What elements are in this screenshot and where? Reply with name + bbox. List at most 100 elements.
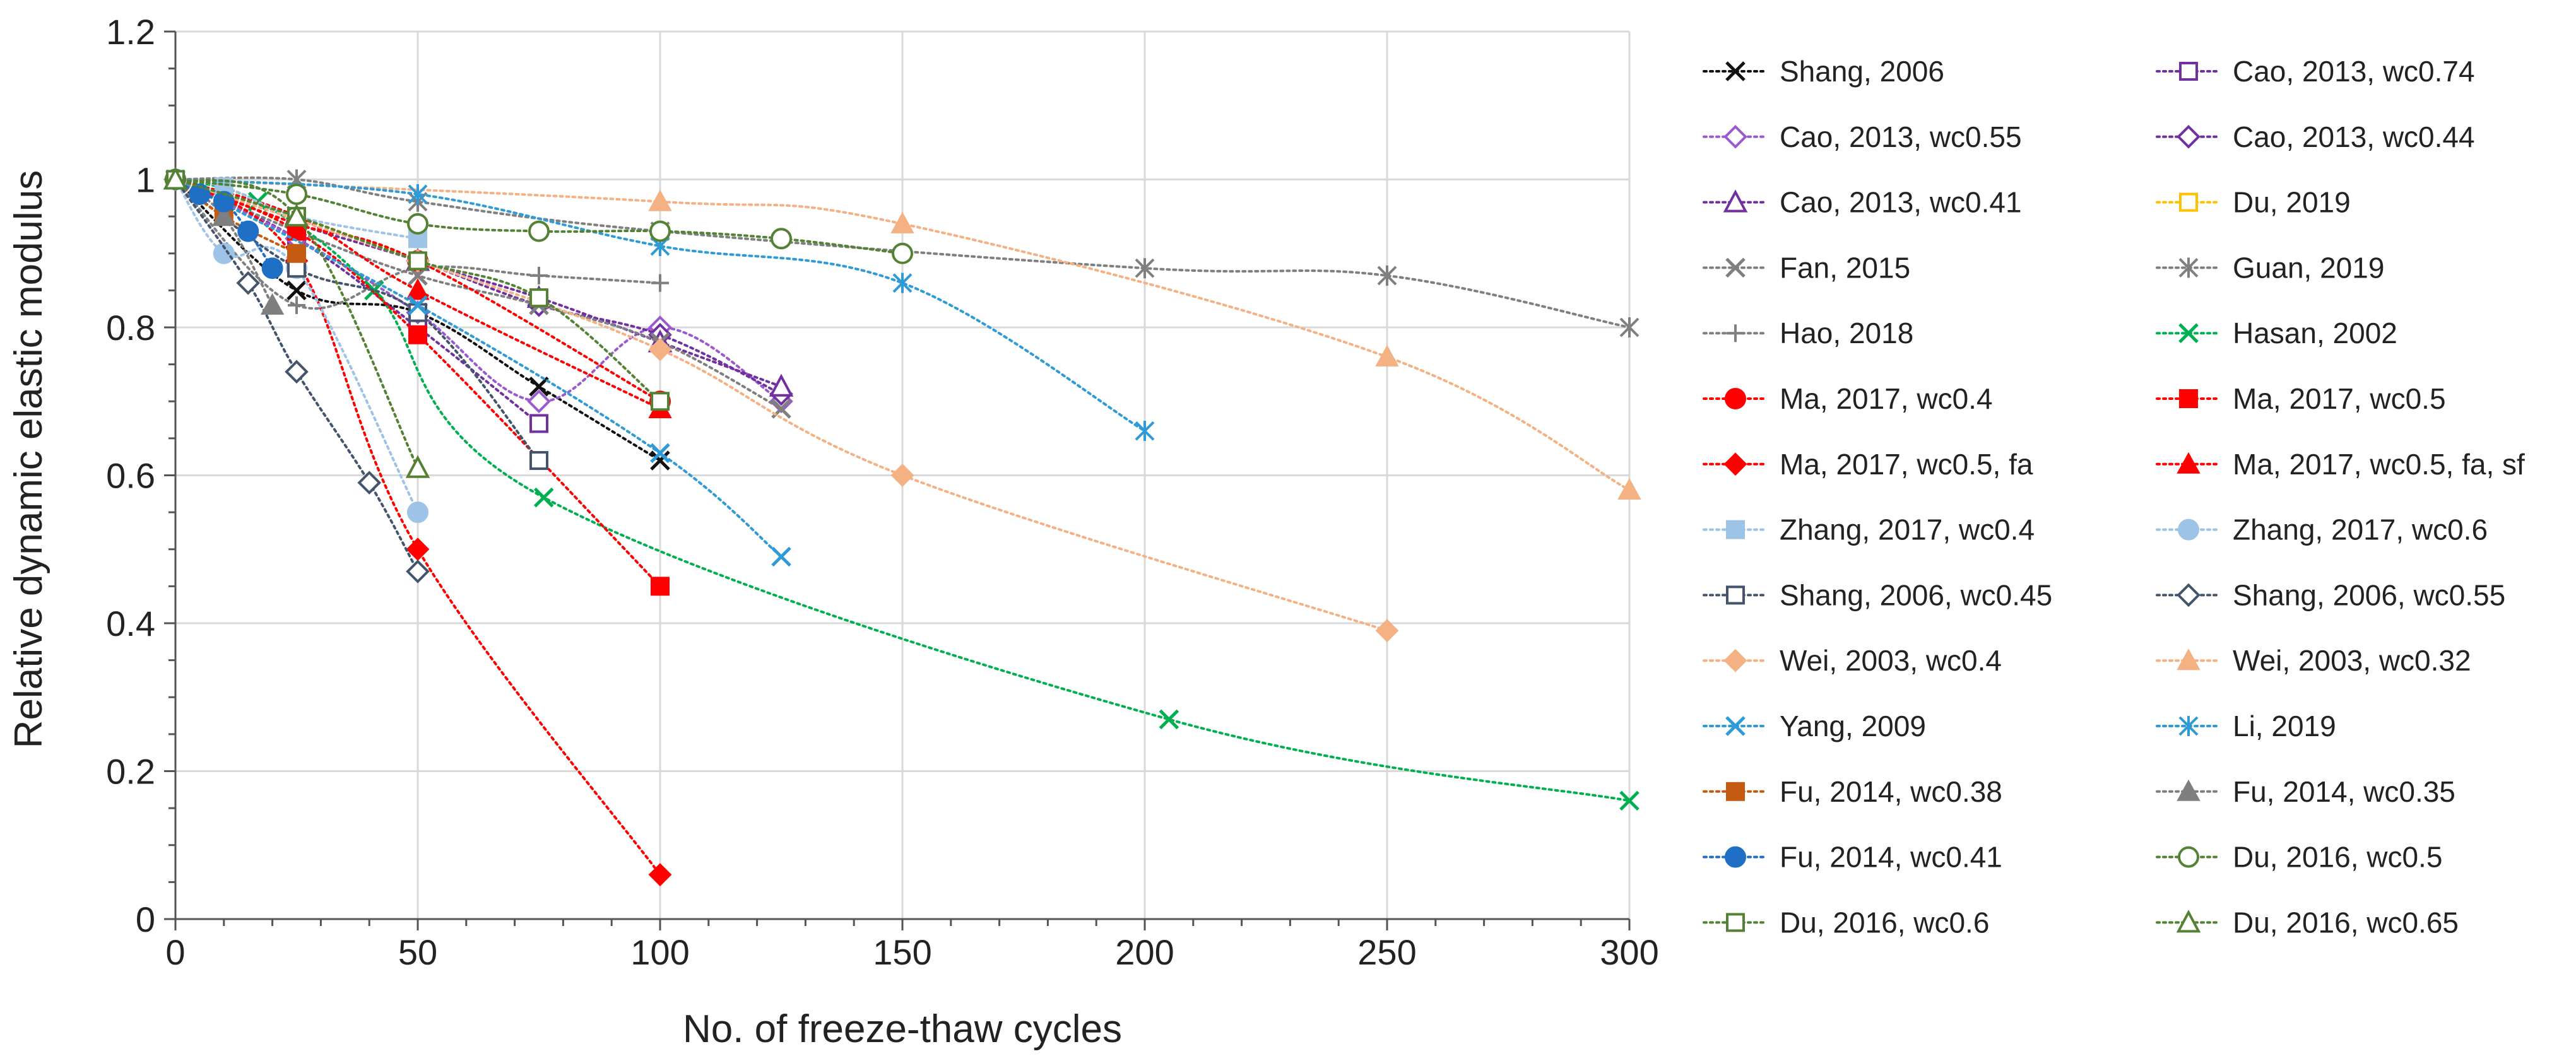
legend-item-hao-2018: Hao, 2018 xyxy=(1703,317,1913,349)
legend-item-du-2016-wc0-6: Du, 2016, wc0.6 xyxy=(1703,906,1989,939)
data-point xyxy=(769,373,794,397)
y-tick-label: 0 xyxy=(136,900,155,939)
legend-item-zhang-2017-wc0-4: Zhang, 2017, wc0.4 xyxy=(1703,513,2035,546)
legend-marker xyxy=(1726,782,1745,801)
legend-item-fan-2015: Fan, 2015 xyxy=(1703,251,1910,284)
legend-label: Fu, 2014, wc0.41 xyxy=(1780,841,2002,874)
legend-label: Ma, 2017, wc0.4 xyxy=(1780,382,1993,415)
legend-item-du-2016-wc0-5: Du, 2016, wc0.5 xyxy=(2156,841,2442,874)
y-tick-label: 0.8 xyxy=(106,308,155,348)
legend-marker xyxy=(2177,124,2201,149)
data-point xyxy=(648,337,672,361)
legend-label: Hao, 2018 xyxy=(1780,317,1913,349)
data-point xyxy=(890,464,914,487)
legend-label: Du, 2019 xyxy=(2233,186,2351,219)
legend-item-shang-2006-wc0-45: Shang, 2006, wc0.45 xyxy=(1703,578,2052,611)
data-point xyxy=(529,451,548,471)
data-point xyxy=(528,220,550,242)
data-point xyxy=(407,501,428,524)
x-tick-label: 200 xyxy=(1115,932,1174,972)
legend-marker xyxy=(2178,846,2199,868)
legend-marker xyxy=(2178,323,2199,343)
data-point xyxy=(212,204,236,226)
series-line xyxy=(174,178,540,425)
legend-item-hasan-2002: Hasan, 2002 xyxy=(2156,317,2397,349)
data-point xyxy=(1135,258,1155,279)
legend-label: Zhang, 2017, wc0.4 xyxy=(1780,513,2035,546)
legend-item-shang-2006-wc0-55: Shang, 2006, wc0.55 xyxy=(2156,578,2505,611)
legend-marker xyxy=(1723,124,1747,149)
legend-item-zhang-2017-wc0-6: Zhang, 2017, wc0.6 xyxy=(2156,513,2488,546)
data-point xyxy=(406,278,430,300)
series-line xyxy=(174,178,661,876)
series-line xyxy=(174,178,661,410)
data-point xyxy=(1377,265,1397,286)
data-point xyxy=(1135,421,1155,442)
legend-marker xyxy=(1725,61,1746,81)
legend-item-cao-2013-wc0-74: Cao, 2013, wc0.74 xyxy=(2156,55,2475,88)
legend-label: Ma, 2017, wc0.5 xyxy=(2233,382,2446,415)
data-point xyxy=(648,863,672,887)
data-point xyxy=(650,450,670,471)
data-point xyxy=(771,228,792,250)
legend: Shang, 2006 Cao, 2013, wc0.74 Cao, 2013, w… xyxy=(1703,55,2525,939)
data-point xyxy=(529,377,549,397)
data-point xyxy=(1375,344,1399,366)
data-point xyxy=(288,296,305,314)
data-point xyxy=(648,189,672,211)
legend-label: Fu, 2014, wc0.35 xyxy=(2233,775,2455,808)
series-line xyxy=(174,178,661,403)
data-point xyxy=(890,211,914,233)
legend-label: Wei, 2003, wc0.4 xyxy=(1780,644,2002,677)
data-point xyxy=(649,220,671,242)
x-tick-label: 100 xyxy=(630,932,689,972)
legend-item-shang-2006: Shang, 2006 xyxy=(1703,55,1944,88)
data-point xyxy=(529,414,548,433)
legend-item-cao-2013-wc0-41: Cao, 2013, wc0.41 xyxy=(1703,186,2022,219)
legend-item-ma-2017-wc0-5-fa-sf: Ma, 2017, wc0.5, fa, sf xyxy=(2156,448,2525,481)
data-point xyxy=(287,280,307,301)
legend-marker xyxy=(1725,388,1746,409)
legend-label: Shang, 2006 xyxy=(1780,55,1944,88)
y-tick-label: 0.6 xyxy=(106,456,155,496)
data-point xyxy=(286,183,307,205)
legend-marker xyxy=(2177,779,2201,801)
data-point xyxy=(407,213,428,235)
legend-marker xyxy=(2178,519,2199,541)
legend-marker xyxy=(1725,257,1746,278)
legend-label: Wei, 2003, wc0.32 xyxy=(2233,644,2471,677)
data-point xyxy=(650,443,670,464)
legend-label: Du, 2016, wc0.5 xyxy=(2233,841,2442,874)
series-du-2016-wc0-65 xyxy=(163,167,430,478)
legend-item-yang-2009: Yang, 2009 xyxy=(1703,710,1926,742)
data-point xyxy=(527,389,551,414)
data-point xyxy=(771,546,791,567)
x-tick-label: 0 xyxy=(165,932,185,972)
series-line xyxy=(174,178,419,469)
data-point xyxy=(408,184,428,204)
data-point xyxy=(651,274,669,292)
legend-marker xyxy=(2178,257,2199,278)
series-line xyxy=(174,178,783,396)
data-point xyxy=(163,167,188,190)
legend-label: Shang, 2006, wc0.55 xyxy=(2233,578,2505,611)
legend-marker xyxy=(1726,913,1745,932)
legend-label: Ma, 2017, wc0.5, fa xyxy=(1780,448,2033,481)
data-point xyxy=(285,360,309,384)
data-point xyxy=(892,242,913,264)
legend-label: Yang, 2009 xyxy=(1780,710,1926,742)
legend-marker xyxy=(1727,324,1744,343)
data-point xyxy=(287,243,306,263)
data-point xyxy=(1617,478,1641,500)
data-point xyxy=(213,242,235,264)
data-point xyxy=(406,560,430,583)
legend-item-li-2019: Li, 2019 xyxy=(2156,710,2336,742)
legend-item-fu-2014-wc0-35: Fu, 2014, wc0.35 xyxy=(2156,775,2455,808)
data-point xyxy=(408,295,428,315)
legend-label: Hasan, 2002 xyxy=(2233,317,2397,349)
legend-label: Cao, 2013, wc0.44 xyxy=(2233,120,2475,153)
data-point xyxy=(651,577,670,596)
data-point xyxy=(357,471,382,495)
legend-marker xyxy=(2177,583,2201,607)
